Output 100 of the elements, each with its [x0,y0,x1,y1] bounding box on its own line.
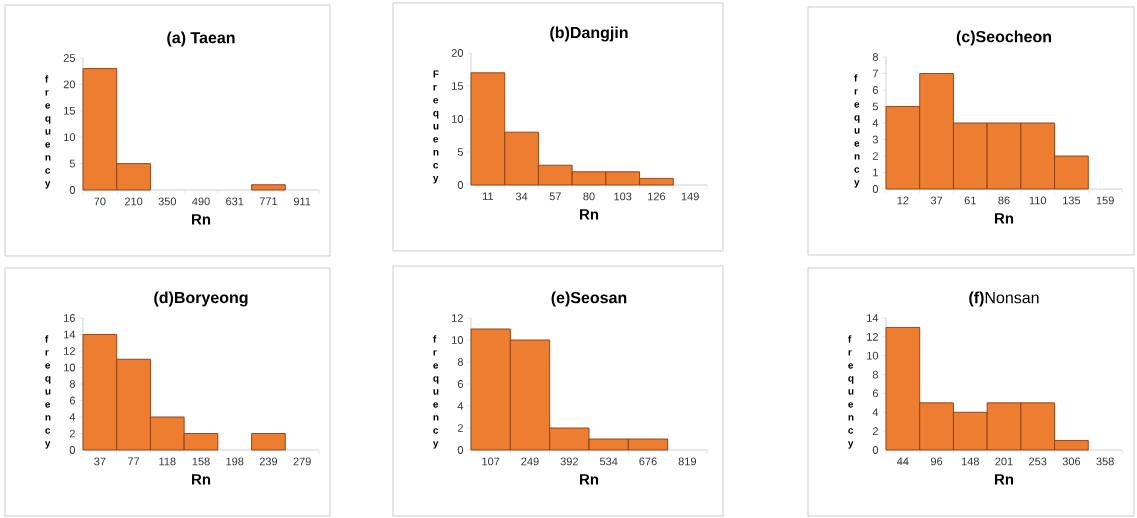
x-tick-label: 819 [678,457,696,466]
x-tick-label: 135 [1063,196,1081,205]
y-tick-label: 8 [69,380,75,388]
x-tick-label: 210 [124,197,143,206]
y-tick-label: 10 [867,351,879,360]
y-tick-label: 8 [872,370,878,379]
y-tick-label: 14 [867,314,879,322]
x-tick-label: 57 [549,192,561,201]
y-tick-label: 4 [872,119,879,127]
x-tick-label: 198 [226,457,244,466]
y-tick-label: 0 [457,181,464,189]
x-tick-label: 86 [998,196,1010,205]
y-tick-label: 20 [451,49,464,57]
y-tick-label: 2 [69,429,75,438]
x-tick-label: 96 [930,457,943,466]
y-tick-label: 7 [872,69,878,78]
text: Frequency [432,70,439,184]
x-tick-label: 159 [1096,196,1114,205]
y-tick-label: 1 [873,168,878,177]
y-tick-label: 3 [872,135,878,144]
x-tick-label: 107 [482,457,500,466]
x-tick-label: 11 [482,192,494,201]
y-tick-label: 0 [872,446,879,454]
text: frequency [847,335,854,449]
y-tick-label: 15 [452,82,463,90]
y-tick-label: 5 [69,159,76,168]
x-tick-label: 911 [293,197,311,206]
x-axis-title: Rn [192,214,211,225]
y-tick-label: 8 [457,358,463,366]
x-tick-label: 490 [192,197,210,206]
y-tick-label: 6 [872,389,878,398]
y-tick-label: 15 [64,106,75,115]
text: frequency [44,75,51,189]
bar [251,184,286,191]
y-tick-label: 0 [872,185,879,193]
x-tick-label: 80 [583,192,595,201]
y-tick-label: 12 [867,333,878,341]
bar [251,433,286,451]
chart-title: (f)Nonsan [969,291,1039,307]
y-tick-label: 10 [452,115,464,123]
x-tick-label: 37 [930,196,943,205]
y-tick-label: 10 [452,336,464,344]
chart-title: (d)Boryeong [154,291,248,307]
y-tick-label: 8 [872,53,878,61]
x-tick-label: 70 [94,197,106,206]
y-tick-label: 12 [64,347,75,355]
x-tick-label: 12 [897,196,909,205]
x-tick-label: 253 [1029,457,1047,466]
x-tick-label: 61 [964,196,976,205]
x-tick-label: 44 [896,457,909,466]
text: frequency [44,335,51,449]
y-tick-label: 2 [872,427,878,435]
x-tick-label: 148 [961,457,979,466]
y-tick-label: 4 [872,408,879,417]
x-tick-label: 306 [1062,457,1081,466]
x-tick-label: 771 [259,197,278,206]
y-tick-label: 2 [457,424,463,432]
y-tick-label: 0 [69,186,76,194]
x-axis-title: Rn [580,209,599,220]
y-tick-label: 2 [872,152,878,160]
y-tick-label: 16 [64,314,75,322]
x-tick-label: 103 [614,192,632,201]
x-tick-label: 118 [159,457,176,466]
y-tick-label: 6 [872,86,878,94]
y-tick-label: 4 [69,413,76,421]
x-tick-label: 201 [995,457,1013,466]
x-tick-label: 158 [192,457,210,466]
y-tick-label: 4 [457,402,464,410]
x-tick-label: 34 [515,192,528,201]
y-tick-label: 0 [69,446,76,454]
x-tick-label: 279 [293,457,311,466]
x-tick-label: 534 [599,457,618,466]
chart-title: (a) Taean [167,31,235,47]
x-tick-label: 350 [158,197,177,206]
y-tick-label: 25 [63,54,75,62]
x-tick-label: 676 [639,457,657,466]
chart-title: (b)Dangjin [550,26,628,42]
text: frequency [432,335,439,449]
x-axis-title: Rn [192,474,211,485]
x-axis-title: Rn [995,213,1014,224]
y-tick-label: 6 [457,380,463,388]
chart-title: (e)Seosan [551,291,627,307]
x-tick-label: 239 [259,457,278,466]
x-tick-label: 358 [1096,457,1114,466]
x-axis-title: Rn [580,474,599,485]
x-tick-label: 110 [1029,196,1047,205]
y-tick-label: 0 [457,446,464,454]
x-tick-label: 631 [226,197,244,206]
y-tick-label: 5 [872,102,878,111]
x-tick-label: 392 [560,457,578,466]
text: frequency [854,74,860,188]
x-tick-label: 37 [94,457,106,466]
y-tick-label: 6 [69,396,75,405]
y-tick-label: 10 [64,133,76,142]
x-tick-label: 77 [128,457,140,466]
chart-title: (c)Seocheon [956,30,1052,46]
y-tick-label: 20 [63,80,76,89]
y-tick-label: 10 [64,363,76,372]
x-axis-title: Rn [995,474,1014,485]
y-tick-label: 12 [452,314,463,322]
